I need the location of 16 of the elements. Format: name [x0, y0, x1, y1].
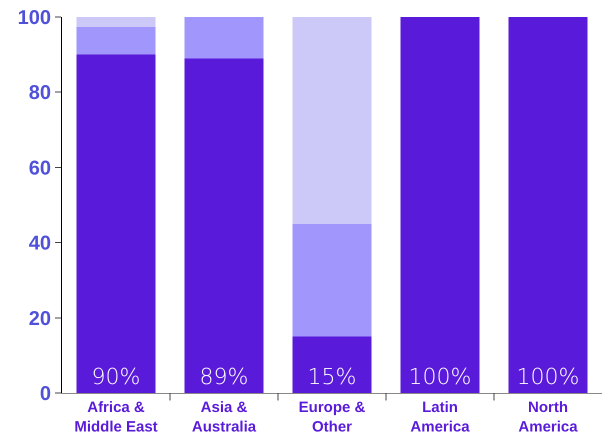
data-label: 100%: [408, 365, 472, 390]
y-tick-label: 40: [28, 232, 51, 255]
x-tick-label: Latin America: [410, 399, 470, 436]
y-tick-label: 100: [18, 7, 51, 29]
x-tick-label: Africa & Middle East: [74, 399, 158, 436]
y-tick-label: 80: [28, 82, 51, 104]
y-tick-label: 60: [28, 157, 51, 180]
data-label: 90%: [92, 365, 140, 390]
y-tick-label: 0: [40, 383, 51, 405]
x-tick-label: Europe & Other: [298, 399, 366, 436]
x-tick-label: North America: [518, 399, 578, 436]
x-tick-label: Asia & Australia: [192, 399, 257, 436]
data-label: 100%: [516, 365, 580, 390]
data-label: 15%: [308, 365, 356, 390]
y-tick-label: 20: [28, 308, 51, 330]
data-label: 89%: [200, 365, 248, 390]
